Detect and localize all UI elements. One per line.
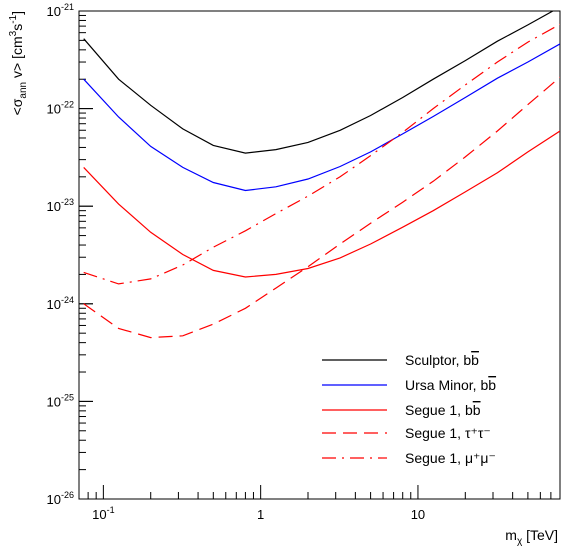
legend-label-segue1-bb: Segue 1, bb [405,402,481,418]
series-line-segue1-mumu [83,23,560,285]
series-layer [83,11,560,339]
y-tick-label: 10-24 [47,295,74,312]
series-line-ursa-minor-bb [83,43,560,192]
axis-ticks [78,14,561,500]
x-axis-label: mχ [TeV] [505,527,558,547]
legend-label-segue1-tautau: Segue 1, τ⁺τ⁻ [405,425,491,441]
x-tick-label: 10 [411,507,425,522]
series-line-sculptor-bb [83,11,555,154]
y-tick-label: 10-22 [47,100,74,117]
y-axis-label: <σann v> [cm3s-1] [8,11,29,115]
series-line-segue1-tautau [83,76,560,339]
legend-label-segue1-mumu: Segue 1, μ⁺μ⁻ [405,450,496,466]
y-tick-label: 10-25 [47,392,74,409]
y-tick-label: 10-23 [47,197,74,214]
x-tick-label: 10-1 [92,505,114,522]
y-tick-label: 10-21 [47,2,74,19]
plot-frame [78,10,561,500]
legend-label-sculptor-bb: Sculptor, bb [405,352,479,368]
series-line-segue1-bb [83,130,560,278]
x-tick-label: 1 [257,507,264,522]
y-tick-label: 10-26 [47,490,74,507]
tick-labels: 10-1 1 10 10-21 10-22 10-23 10-24 10-25 10-26 [47,2,426,522]
legend: Sculptor, bb Ursa Minor, bb Segue 1, bb Seg… [322,352,496,466]
legend-label-ursa-minor-bb: Ursa Minor, bb [405,377,496,393]
